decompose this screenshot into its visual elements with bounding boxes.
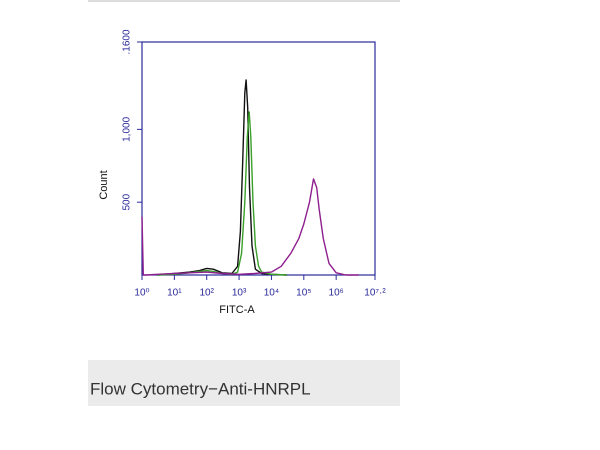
caption: Flow Cytometry−Anti-HNRPL xyxy=(90,379,311,398)
y-tick-label: 1,000 xyxy=(122,116,133,141)
x-tick-label: 10⁶ xyxy=(329,288,344,299)
histogram-line xyxy=(141,178,359,276)
x-tick-label: 10² xyxy=(199,288,214,299)
x-tick-label: 10³ xyxy=(232,288,247,299)
y-tick-label: .1600 xyxy=(122,29,133,54)
x-tick-label: 10⁰ xyxy=(134,288,149,299)
x-axis-title: FITC-A xyxy=(219,304,255,316)
caption-band xyxy=(88,360,400,406)
y-tick-label: 500 xyxy=(122,193,133,210)
y-axis-title: Count xyxy=(98,170,110,199)
x-tick-label: 10⁷·² xyxy=(364,288,386,299)
histogram-line xyxy=(157,79,287,276)
histogram-line xyxy=(157,111,287,276)
x-tick-label: 10⁴ xyxy=(264,288,279,299)
plot-frame xyxy=(141,41,376,276)
x-tick-label: 10¹ xyxy=(167,288,182,299)
x-tick-label: 10⁵ xyxy=(296,288,311,299)
